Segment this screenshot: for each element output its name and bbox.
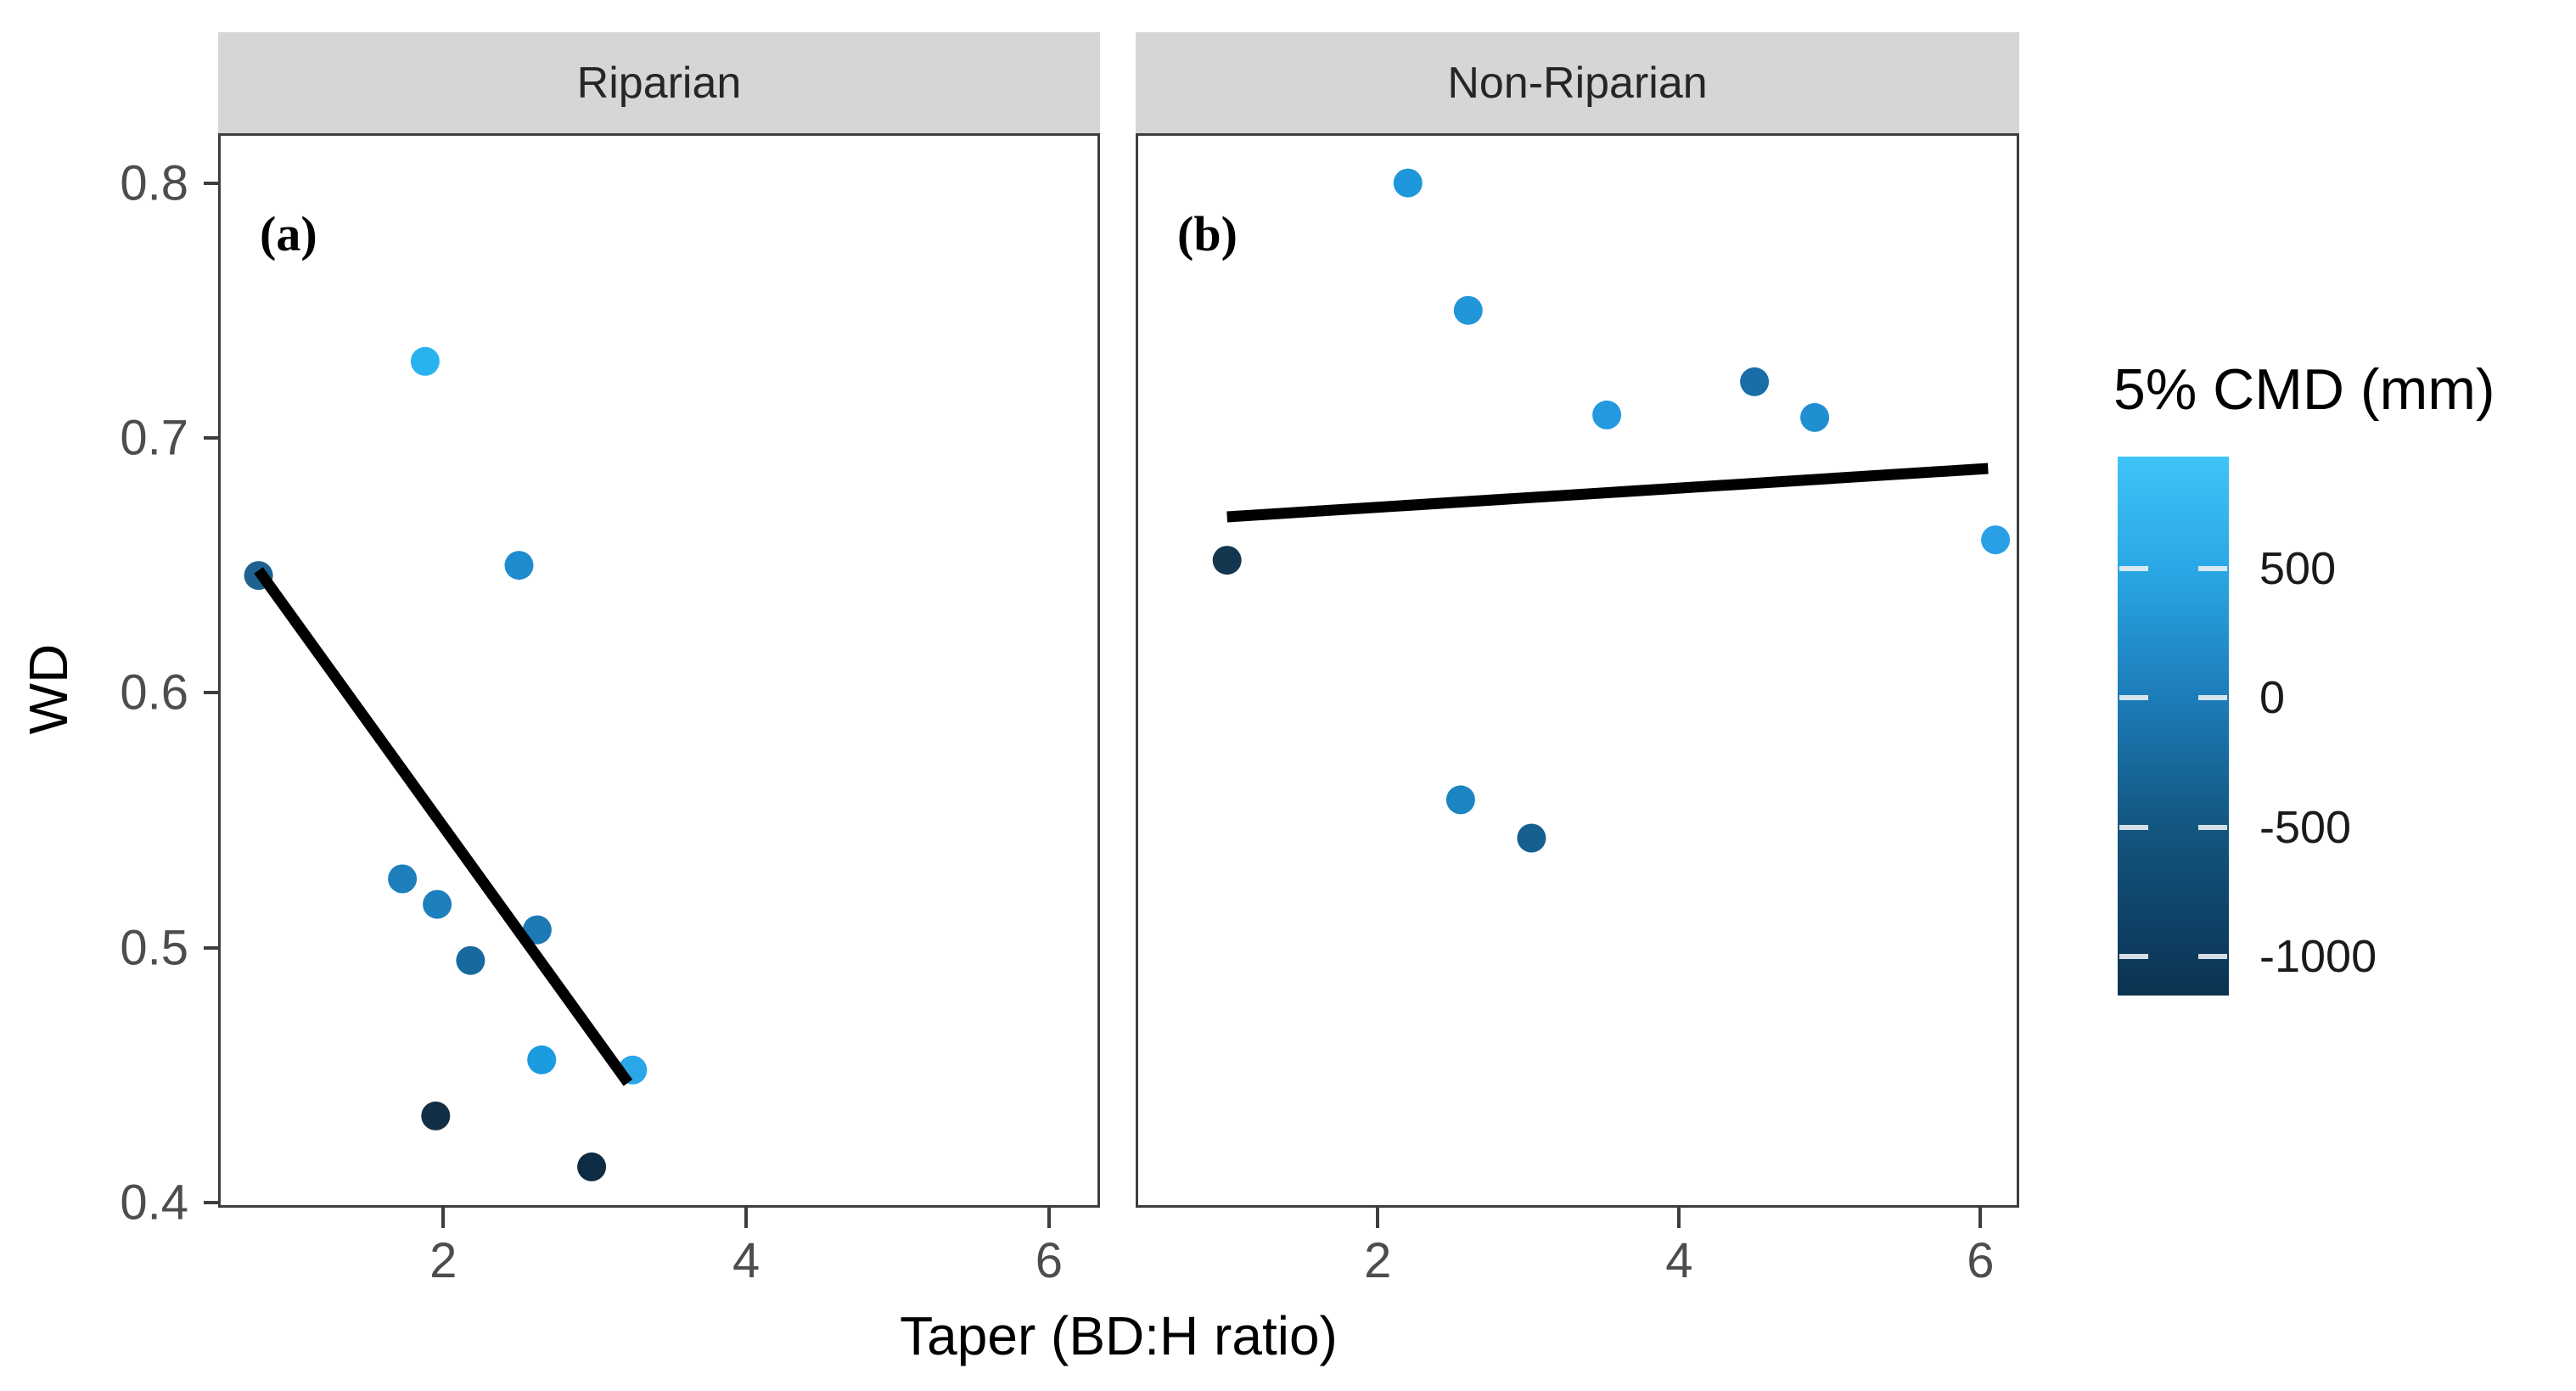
y-tick-label: 0.5 <box>120 920 188 976</box>
scatter-point <box>421 1101 451 1130</box>
x-tick-label: 2 <box>1364 1233 1392 1288</box>
panel-riparian: (a) <box>218 133 1100 1208</box>
legend-tick-dash-left <box>2119 824 2148 830</box>
scatter-point <box>504 551 534 581</box>
scatter-point <box>1453 295 1483 325</box>
scatter-point <box>522 915 552 945</box>
legend-tick-dash-left <box>2119 954 2148 960</box>
scatter-point <box>1740 367 1770 396</box>
scatter-point <box>1445 785 1475 815</box>
panel-non-riparian: (b) <box>1136 133 2019 1208</box>
y-tick-label: 0.4 <box>120 1175 188 1231</box>
y-tick-mark <box>204 1200 218 1204</box>
legend-tick-label: -500 <box>2259 801 2352 853</box>
legend-tick-dash-left <box>2119 566 2148 572</box>
x-tick-label: 2 <box>429 1233 457 1288</box>
x-tick-mark <box>744 1208 749 1228</box>
scatter-point <box>1981 525 2011 555</box>
facet-strip-label: Riparian <box>576 58 742 108</box>
x-tick-mark <box>1677 1208 1681 1228</box>
x-tick-label: 6 <box>1035 1233 1064 1288</box>
y-tick-label: 0.6 <box>120 665 188 721</box>
trend-line <box>1226 463 1989 523</box>
scatter-point <box>1592 400 1622 429</box>
legend-colorbar <box>2118 457 2229 996</box>
y-tick-label: 0.8 <box>120 155 188 211</box>
panel-letter-a: (a) <box>260 206 317 261</box>
scatter-point <box>1517 823 1546 853</box>
y-tick-mark <box>204 691 218 695</box>
riparian-plot-area <box>244 346 648 1181</box>
y-tick-label: 0.7 <box>120 410 188 466</box>
x-axis-title: Taper (BD:H ratio) <box>900 1305 1338 1366</box>
scatter-point <box>388 864 418 894</box>
legend-tick-dash-left <box>2119 695 2148 701</box>
legend-tick-label: -1000 <box>2259 931 2377 983</box>
x-tick-mark <box>441 1208 446 1228</box>
scatter-point <box>456 945 485 975</box>
scatter-point <box>410 346 440 376</box>
y-tick-mark <box>204 181 218 185</box>
scatter-point <box>577 1152 607 1181</box>
scatter-point <box>1212 546 1242 575</box>
legend-tick-label: 0 <box>2259 672 2286 724</box>
x-tick-label: 4 <box>732 1233 760 1288</box>
y-tick-mark <box>204 435 218 440</box>
facet-strip-non-riparian: Non-Riparian <box>1136 32 2019 133</box>
x-tick-mark <box>1047 1208 1051 1228</box>
legend-title: 5% CMD (mm) <box>2113 357 2495 422</box>
x-tick-mark <box>1376 1208 1380 1228</box>
x-tick-mark <box>1978 1208 1983 1228</box>
legend-tick-dash-right <box>2198 566 2227 572</box>
legend-tick-dash-right <box>2198 695 2227 701</box>
x-tick-label: 4 <box>1665 1233 1693 1288</box>
legend-tick-label: 500 <box>2259 543 2337 595</box>
x-tick-label: 6 <box>1967 1233 1995 1288</box>
scatter-point <box>423 889 452 919</box>
scatter-point <box>527 1045 557 1074</box>
non-riparian-plot-area <box>1212 168 2011 853</box>
y-tick-mark <box>204 945 218 950</box>
panel-letter-b: (b) <box>1177 206 1237 261</box>
legend-tick-dash-right <box>2198 824 2227 830</box>
legend-tick-dash-right <box>2198 954 2227 960</box>
facet-strip-label: Non-Riparian <box>1447 58 1708 108</box>
scatter-point <box>1800 402 1830 432</box>
facet-strip-riparian: Riparian <box>218 32 1100 133</box>
scatter-point <box>1393 168 1423 198</box>
trend-line <box>254 567 633 1086</box>
